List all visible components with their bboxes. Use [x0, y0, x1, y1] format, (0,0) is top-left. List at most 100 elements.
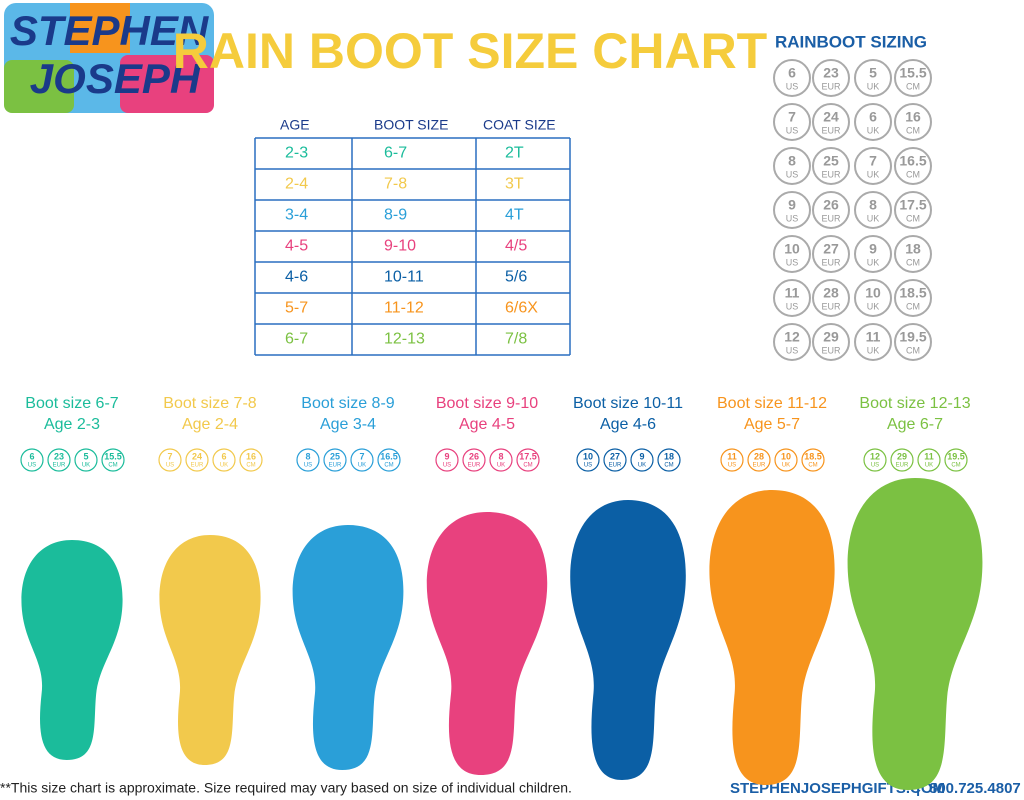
size-value: 15.5 [104, 451, 122, 461]
size-badge [185, 448, 209, 472]
size-value: 26 [823, 197, 839, 213]
size-unit: UK [867, 257, 880, 267]
size-badge [773, 323, 811, 361]
size-unit: CM [906, 169, 920, 179]
size-unit: CM [906, 213, 920, 223]
group-label: Boot size 10-11 [573, 395, 683, 412]
size-value: 6 [869, 109, 877, 125]
table-cell: 5/6 [505, 269, 527, 286]
size-unit: EUR [821, 257, 841, 267]
size-unit: UK [867, 301, 880, 311]
size-unit: UK [638, 463, 646, 469]
size-badge [854, 235, 892, 273]
table-cell: 6-7 [285, 331, 308, 348]
size-badge [489, 448, 513, 472]
size-badge [773, 279, 811, 317]
size-badge [944, 448, 968, 472]
size-badge [854, 59, 892, 97]
size-unit: UK [867, 213, 880, 223]
size-value: 8 [788, 153, 796, 169]
size-badge [894, 59, 932, 97]
table-cell: 4-5 [285, 238, 308, 255]
size-unit: UK [867, 345, 880, 355]
size-unit: US [786, 213, 799, 223]
size-badge [894, 279, 932, 317]
size-value: 10 [784, 241, 800, 257]
size-unit: UK [220, 463, 228, 469]
size-badge [863, 448, 887, 472]
table-cell: 7/8 [505, 331, 527, 348]
size-unit: CM [246, 463, 255, 469]
size-badge [435, 448, 459, 472]
size-value: 16.5 [899, 153, 926, 169]
size-value: 7 [869, 153, 877, 169]
table-cell: 3T [505, 176, 524, 193]
size-value: 11 [924, 451, 934, 461]
size-badge [657, 448, 681, 472]
size-badge [854, 279, 892, 317]
size-unit: EUR [468, 463, 481, 469]
size-unit: US [443, 463, 451, 469]
group-label: Boot size 9-10 [436, 395, 538, 412]
size-unit: EUR [821, 169, 841, 179]
size-unit: UK [497, 463, 505, 469]
group-age: Age 5-7 [744, 416, 800, 433]
table-cell: 4/5 [505, 238, 527, 255]
footprint [292, 525, 404, 770]
size-unit: US [786, 345, 799, 355]
size-value: 16 [905, 109, 921, 125]
size-badge [720, 448, 744, 472]
size-value: 25 [330, 451, 340, 461]
size-badge [854, 147, 892, 185]
phone: 800.725.4807 [929, 780, 1021, 797]
logo-patch [4, 60, 74, 113]
footprint [709, 490, 835, 785]
group-label: Boot size 12-13 [859, 395, 970, 412]
table-cell: 10-11 [384, 269, 424, 286]
size-value: 24 [192, 451, 202, 461]
table-cell: 6-7 [384, 145, 407, 162]
footer-note: **This size chart is approximate. Size r… [0, 780, 572, 796]
size-unit: UK [867, 169, 880, 179]
size-badge [350, 448, 374, 472]
size-value: 28 [823, 285, 839, 301]
size-unit: US [786, 301, 799, 311]
size-unit: EUR [329, 463, 342, 469]
table-header: BOOT SIZE [374, 117, 448, 133]
size-unit: CM [384, 463, 393, 469]
size-value: 10 [583, 451, 593, 461]
size-unit: EUR [609, 463, 622, 469]
size-unit: EUR [821, 213, 841, 223]
size-unit: UK [867, 125, 880, 135]
size-value: 11 [866, 329, 881, 345]
footprint [21, 540, 123, 760]
size-value: 5 [83, 451, 88, 461]
size-unit: CM [808, 463, 817, 469]
size-value: 18 [664, 451, 674, 461]
size-value: 15.5 [899, 65, 926, 81]
table-header: AGE [280, 117, 310, 133]
size-unit: UK [782, 463, 790, 469]
size-unit: CM [906, 345, 920, 355]
size-badge [462, 448, 486, 472]
size-unit: US [28, 463, 36, 469]
size-unit: EUR [753, 463, 766, 469]
table-cell: 11-12 [384, 300, 424, 317]
table-cell: 4T [505, 207, 524, 224]
size-unit: EUR [821, 301, 841, 311]
size-value: 6 [29, 451, 34, 461]
size-badge [603, 448, 627, 472]
size-badge [854, 191, 892, 229]
size-badge [576, 448, 600, 472]
title: RAIN BOOT SIZE CHART [173, 23, 767, 79]
size-unit: CM [108, 463, 117, 469]
size-badge [773, 191, 811, 229]
size-unit: EUR [821, 345, 841, 355]
size-value: 16 [246, 451, 256, 461]
size-badge [812, 191, 850, 229]
footprint [570, 500, 686, 780]
size-value: 18.5 [804, 451, 822, 461]
size-badge [890, 448, 914, 472]
size-badge [774, 448, 798, 472]
size-badge [894, 235, 932, 273]
